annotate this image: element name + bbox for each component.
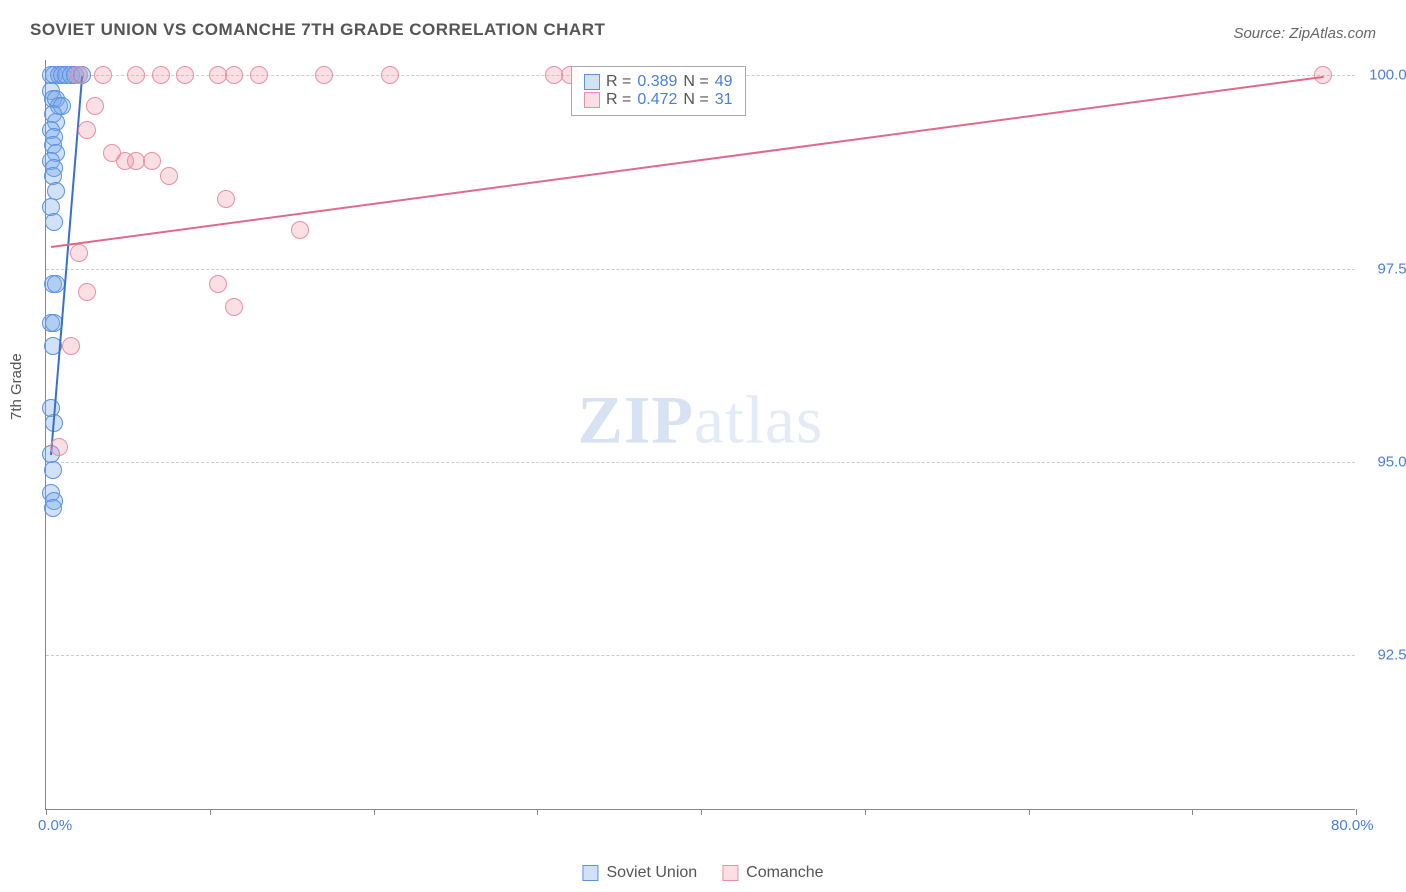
legend-item: Soviet Union <box>582 864 697 882</box>
scatter-point <box>50 438 68 456</box>
x-tick <box>46 809 47 815</box>
scatter-point <box>152 66 170 84</box>
scatter-point <box>143 152 161 170</box>
bottom-legend: Soviet Union Comanche <box>582 864 823 882</box>
scatter-point <box>94 66 112 84</box>
scatter-point <box>225 66 243 84</box>
y-tick-label: 97.5% <box>1377 260 1406 277</box>
scatter-point <box>44 499 62 517</box>
gridline <box>46 655 1355 656</box>
scatter-point <box>44 461 62 479</box>
scatter-point <box>160 167 178 185</box>
scatter-point <box>78 121 96 139</box>
plot-area: ZIPatlas 92.5%95.0%97.5%100.0%0.0%80.0% … <box>45 60 1355 810</box>
scatter-point <box>176 66 194 84</box>
legend-label: Comanche <box>746 864 823 882</box>
x-tick-label: 80.0% <box>1331 817 1374 834</box>
legend-item: Comanche <box>722 864 823 882</box>
y-axis-label: 7th Grade <box>8 353 25 420</box>
x-tick <box>537 809 538 815</box>
scatter-point <box>62 337 80 355</box>
scatter-point <box>86 97 104 115</box>
scatter-point <box>127 66 145 84</box>
scatter-point <box>78 283 96 301</box>
scatter-point <box>545 66 563 84</box>
source-label: Source: ZipAtlas.com <box>1233 25 1376 42</box>
x-tick <box>865 809 866 815</box>
scatter-point <box>209 66 227 84</box>
x-tick <box>1029 809 1030 815</box>
x-tick <box>374 809 375 815</box>
y-tick-label: 95.0% <box>1377 454 1406 471</box>
stats-legend: R = 0.389 N = 49 R = 0.472 N = 31 <box>571 66 746 116</box>
y-tick-label: 92.5% <box>1377 647 1406 664</box>
scatter-point <box>127 152 145 170</box>
x-tick <box>1356 809 1357 815</box>
watermark-atlas: atlas <box>694 381 824 457</box>
gridline <box>46 269 1355 270</box>
x-tick-label: 0.0% <box>38 817 72 834</box>
scatter-point <box>209 275 227 293</box>
scatter-point <box>70 66 88 84</box>
scatter-point <box>315 66 333 84</box>
scatter-point <box>381 66 399 84</box>
scatter-point <box>45 213 63 231</box>
scatter-point <box>217 190 235 208</box>
y-tick-label: 100.0% <box>1369 67 1406 84</box>
legend-label: Soviet Union <box>606 864 697 882</box>
x-tick <box>210 809 211 815</box>
x-tick <box>701 809 702 815</box>
stats-legend-row: R = 0.389 N = 49 <box>584 73 733 91</box>
chart-title: SOVIET UNION VS COMANCHE 7TH GRADE CORRE… <box>30 20 605 40</box>
watermark: ZIPatlas <box>578 380 824 459</box>
watermark-zip: ZIP <box>578 381 694 457</box>
legend-swatch <box>582 865 598 881</box>
x-tick <box>1192 809 1193 815</box>
scatter-point <box>47 275 65 293</box>
scatter-point <box>291 221 309 239</box>
scatter-point <box>70 244 88 262</box>
legend-swatch <box>584 74 600 90</box>
scatter-point <box>250 66 268 84</box>
stats-legend-row: R = 0.472 N = 31 <box>584 91 733 109</box>
scatter-point <box>225 298 243 316</box>
gridline <box>46 462 1355 463</box>
legend-swatch <box>584 92 600 108</box>
legend-swatch <box>722 865 738 881</box>
